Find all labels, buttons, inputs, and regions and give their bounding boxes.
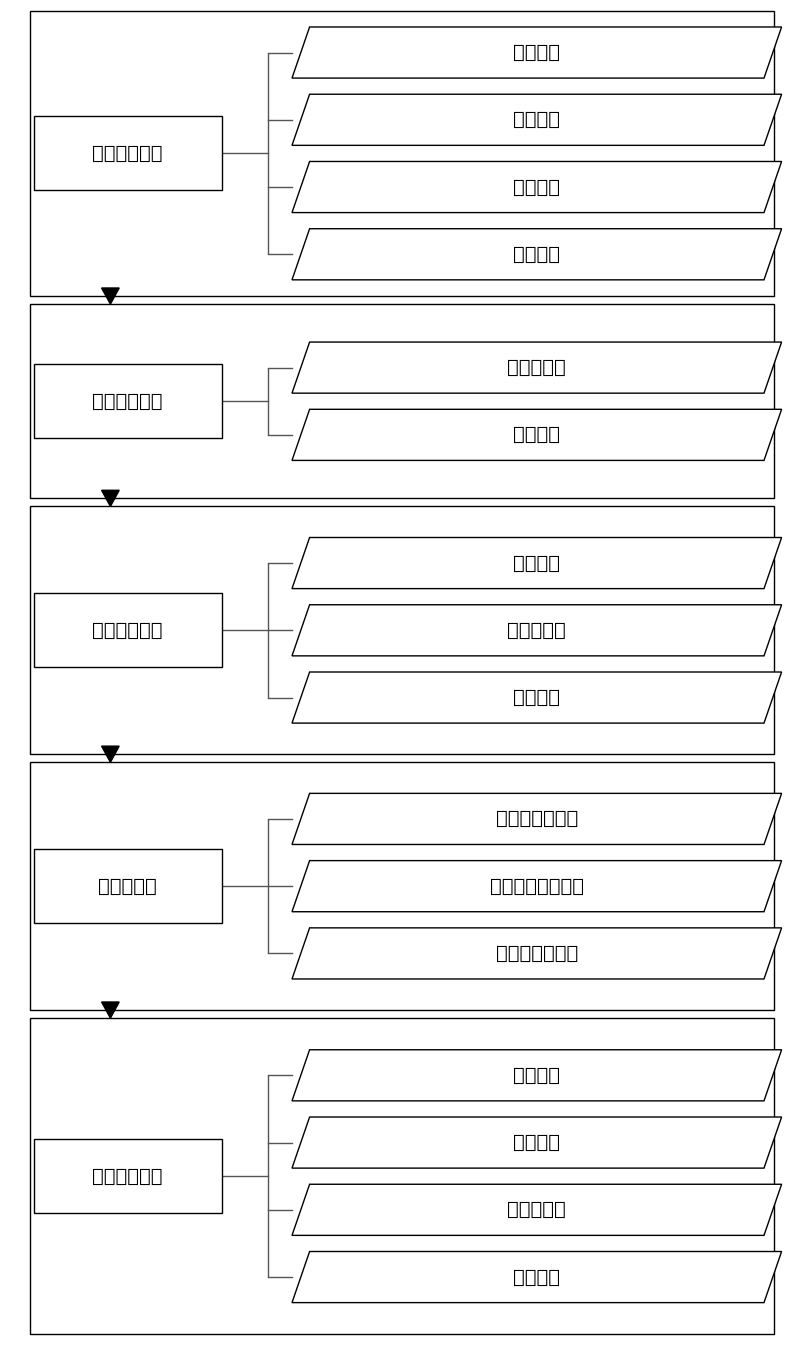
Text: 滑坡时间可视化: 滑坡时间可视化 — [496, 944, 578, 963]
Polygon shape — [292, 928, 782, 979]
Text: 滑坡体深度可视化: 滑坡体深度可视化 — [490, 877, 584, 896]
Polygon shape — [292, 94, 782, 145]
Polygon shape — [292, 409, 782, 460]
Polygon shape — [292, 861, 782, 912]
Text: 滑坡时间: 滑坡时间 — [514, 1065, 560, 1085]
Text: 稳定系数: 稳定系数 — [514, 554, 560, 573]
Polygon shape — [102, 746, 119, 763]
Text: 可视化模块: 可视化模块 — [98, 877, 157, 896]
Polygon shape — [292, 1049, 782, 1100]
Bar — [30, 11, 774, 296]
Text: 水文计算模块: 水文计算模块 — [92, 391, 163, 410]
Text: 稳定系数可视化: 稳定系数可视化 — [496, 810, 578, 829]
Text: 土壤数据: 土壤数据 — [514, 110, 560, 129]
Polygon shape — [102, 1002, 119, 1018]
Polygon shape — [292, 794, 782, 845]
Text: 滑坡位置: 滑坡位置 — [514, 1132, 560, 1153]
Text: 气象数据: 气象数据 — [514, 245, 560, 264]
Polygon shape — [292, 1184, 782, 1235]
Polygon shape — [292, 1251, 782, 1302]
Text: 土壤含水量: 土壤含水量 — [507, 358, 566, 377]
Bar — [34, 117, 222, 191]
Bar — [30, 304, 774, 499]
Polygon shape — [102, 491, 119, 507]
Bar — [30, 507, 774, 755]
Polygon shape — [292, 538, 782, 589]
Polygon shape — [292, 27, 782, 78]
Polygon shape — [292, 1116, 782, 1167]
Polygon shape — [102, 288, 119, 304]
Polygon shape — [292, 342, 782, 393]
Polygon shape — [292, 672, 782, 724]
Bar — [34, 364, 222, 438]
Text: 水力坡度: 水力坡度 — [514, 425, 560, 444]
Bar — [34, 1139, 222, 1213]
Text: 植被数据: 植被数据 — [514, 178, 560, 196]
Text: 滑坡体大小: 滑坡体大小 — [507, 1200, 566, 1220]
Text: 滑坡体深度: 滑坡体深度 — [507, 621, 566, 640]
Bar — [34, 849, 222, 923]
Text: 预测函数: 预测函数 — [514, 1267, 560, 1287]
Polygon shape — [292, 161, 782, 213]
Polygon shape — [292, 605, 782, 656]
Bar — [34, 593, 222, 667]
Text: 参数输出模块: 参数输出模块 — [92, 1166, 163, 1186]
Text: 参数输入模块: 参数输入模块 — [92, 144, 163, 163]
Text: 滑坡时间: 滑坡时间 — [514, 689, 560, 707]
Text: 滑坡计算模块: 滑坡计算模块 — [92, 621, 163, 640]
Bar — [30, 1018, 774, 1334]
Polygon shape — [292, 229, 782, 280]
Text: 地形数据: 地形数据 — [514, 43, 560, 62]
Bar — [30, 763, 774, 1010]
